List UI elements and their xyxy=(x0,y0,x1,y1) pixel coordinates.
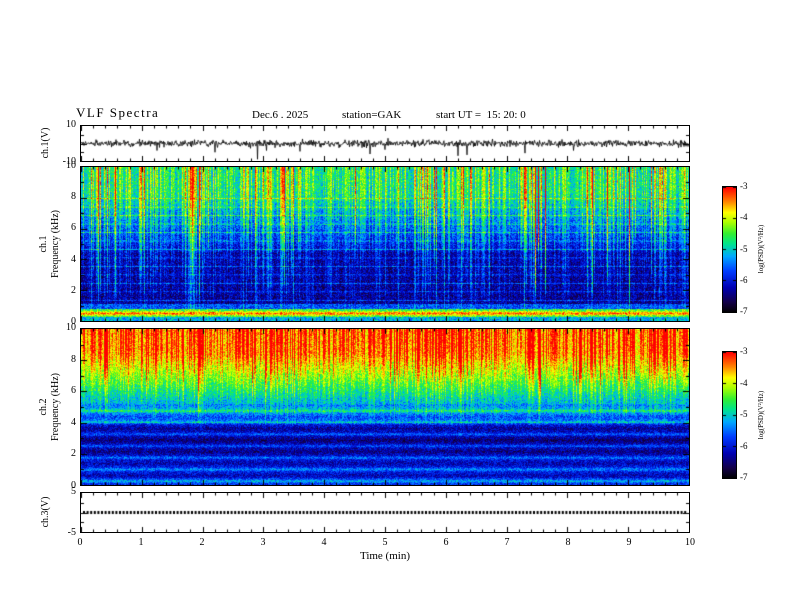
x-tick-label: 0 xyxy=(77,537,83,548)
ch1-waveform-ytick-label: 10 xyxy=(66,119,76,130)
colorbar-ch1-tick-label: -3 xyxy=(740,181,748,191)
x-tick-label: 6 xyxy=(443,537,449,548)
colorbar-ch2-tick-label: -3 xyxy=(740,346,748,356)
colorbar-ch2-tick-label: -7 xyxy=(740,472,748,482)
ch1-spectrogram-ytick-label: 0 xyxy=(71,316,76,327)
ch1-spectrogram-ytick-label: 8 xyxy=(71,191,76,203)
ch1-spectrogram-ytick-label: 2 xyxy=(71,284,76,296)
colorbar-ch1-tick-label: -7 xyxy=(740,306,748,316)
x-tick-label: 10 xyxy=(685,537,695,548)
ch1-frequency-axis-label-line1: ch.1 xyxy=(38,235,49,253)
time-axis-label: Time (min) xyxy=(359,550,410,562)
ch1-frequency-axis-label: ch.1 Frequency (kHz) xyxy=(38,167,62,321)
ch3-voltage-axis-label: ch.3(V) xyxy=(40,496,51,528)
ch1-spectrogram-ytick-label: 6 xyxy=(71,222,76,234)
ch1-waveform-panel xyxy=(80,125,690,162)
colorbar-ch1-tick-label: -6 xyxy=(740,274,748,285)
ch1-frequency-axis-label-line2: Frequency (kHz) xyxy=(50,209,61,279)
ch2-spectrogram-ytick-label: 10 xyxy=(66,322,76,333)
colorbar-ch1-tick-label: -5 xyxy=(740,243,748,254)
ch2-spectrogram-ytick-label: 8 xyxy=(71,353,76,365)
colorbar-ch2-tick-label: -4 xyxy=(740,377,748,388)
ch2-spectrogram-panel xyxy=(80,328,690,486)
colorbar-ch1 xyxy=(722,186,737,313)
x-tick-label: 8 xyxy=(565,537,571,548)
colorbar-ch1-tick-label: -4 xyxy=(740,212,748,223)
ch1-waveform-ytick-label: -10 xyxy=(62,156,76,167)
colorbar-ch2-tick-label: -6 xyxy=(740,440,748,451)
ch1-spectrogram-ytick-label: 4 xyxy=(71,253,76,265)
x-tick-label: 2 xyxy=(199,537,205,548)
x-tick-label: 1 xyxy=(138,537,144,548)
colorbar-ch2-canvas xyxy=(723,352,736,478)
date-label: Dec.6 . 2025 xyxy=(252,109,309,121)
station-label: station=GAK xyxy=(342,109,402,121)
ch3-waveform-panel xyxy=(80,492,690,533)
x-tick-label: 5 xyxy=(382,537,388,548)
ch1-spectrogram-panel xyxy=(80,166,690,322)
ch2-spectrogram-ytick-label: 6 xyxy=(71,385,76,397)
ch3-waveform-canvas xyxy=(81,493,689,532)
ch1-spectrogram-canvas xyxy=(81,167,689,321)
ch2-spectrogram-ytick-label: 4 xyxy=(71,416,76,428)
colorbar-ch2 xyxy=(722,351,737,479)
ch2-spectrogram-ytick-label: 2 xyxy=(71,448,76,460)
ch2-spectrogram-canvas xyxy=(81,329,689,485)
x-tick-label: 9 xyxy=(626,537,632,548)
x-tick-label: 7 xyxy=(504,537,510,548)
x-tick-label: 3 xyxy=(260,537,266,548)
ch3-waveform-ytick-label: -5 xyxy=(67,527,76,538)
ch1-spectrogram-ytick-label: 10 xyxy=(66,160,76,171)
colorbar-ch2-tick-label: -5 xyxy=(740,409,748,419)
start-ut-label: start UT = 15: 20: 0 xyxy=(436,109,526,121)
x-tick-label: 4 xyxy=(321,537,327,548)
ch1-waveform-canvas xyxy=(81,126,689,161)
colorbar-ch1-canvas xyxy=(723,187,736,312)
figure-title: VLF Spectra xyxy=(76,105,160,120)
ch2-spectrogram-ytick-label: 0 xyxy=(71,480,76,491)
ch3-waveform-ytick-label: 5 xyxy=(71,486,76,497)
